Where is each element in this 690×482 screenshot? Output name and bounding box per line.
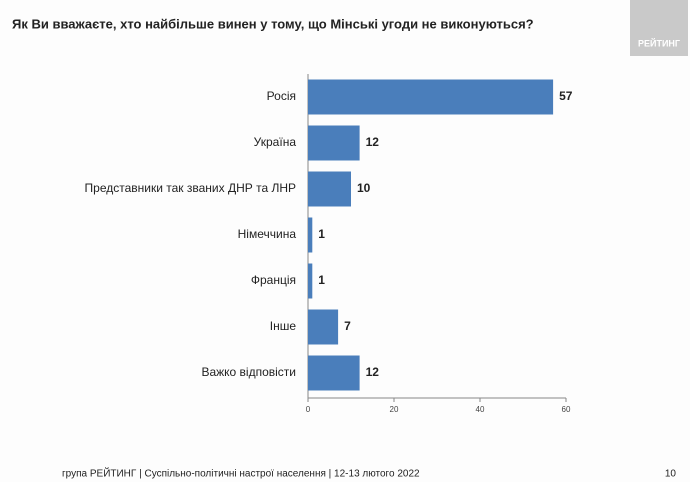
bar <box>308 309 339 345</box>
value-label: 1 <box>318 227 325 241</box>
y-tick-label: Представники так званих ДНР та ЛНР <box>85 181 296 195</box>
bar <box>308 79 554 115</box>
x-tick-label: 60 <box>562 405 571 414</box>
value-label: 12 <box>366 135 380 149</box>
y-tick-label: Україна <box>254 135 297 149</box>
y-tick-label: Інше <box>270 319 297 333</box>
value-label: 1 <box>318 273 325 287</box>
y-tick-label: Росія <box>267 89 296 103</box>
y-tick-label: Франція <box>251 273 296 287</box>
bar <box>308 263 313 299</box>
x-tick-label: 40 <box>476 405 485 414</box>
page-number: 10 <box>665 469 677 480</box>
chart-title: Як Ви вважаєте, хто найбільше винен у то… <box>12 16 534 31</box>
value-label: 10 <box>357 181 371 195</box>
y-tick-label: Важко відповісти <box>201 365 296 379</box>
value-label: 7 <box>344 319 351 333</box>
value-label: 12 <box>366 365 380 379</box>
logo-box <box>630 0 688 56</box>
bar <box>308 355 360 391</box>
footer-source: група РЕЙТИНГ | Суспільно-політичні наст… <box>62 467 420 480</box>
y-tick-label: Німеччина <box>238 227 297 241</box>
bar <box>308 217 313 253</box>
logo: РЕЙТИНГ <box>638 37 680 48</box>
x-tick-label: 20 <box>390 405 399 414</box>
value-label: 57 <box>559 89 573 103</box>
bar <box>308 125 360 161</box>
bar <box>308 171 351 207</box>
x-tick-label: 0 <box>306 405 311 414</box>
